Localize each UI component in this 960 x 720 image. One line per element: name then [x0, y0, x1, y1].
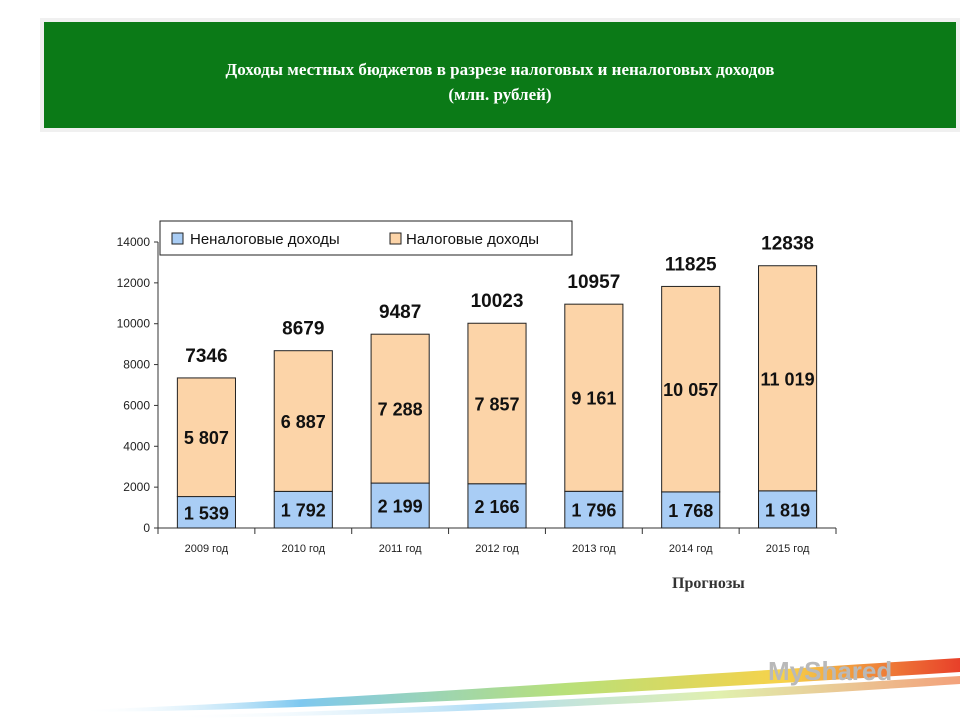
bar-segment-label: 1 796 [571, 501, 616, 521]
legend-swatch [171, 232, 184, 245]
bar-segment-label: 2 166 [474, 497, 519, 517]
title-banner-fill: Доходы местных бюджетов в разрезе налого… [44, 22, 956, 128]
bar-segment-nontax [273, 490, 333, 529]
bar-segment-tax [370, 333, 430, 484]
myshared-logo: MyShared [768, 656, 892, 687]
x-tick-label: 2011 год [379, 543, 422, 555]
bar-segment-label: 9 161 [571, 389, 616, 409]
y-tick-label: 0 [143, 521, 150, 535]
title-banner: Доходы местных бюджетов в разрезе налого… [40, 18, 960, 132]
bar-segment-tax [758, 265, 818, 492]
bar-segment-label: 5 807 [184, 428, 229, 448]
decorative-swoosh [80, 658, 960, 718]
bar-segment-label: 7 288 [378, 400, 423, 420]
bar-total-label: 11825 [665, 254, 717, 275]
logo-text: MyShared [768, 656, 893, 686]
bar-segment-label: 1 768 [668, 501, 713, 521]
y-tick-label: 2000 [123, 480, 150, 494]
y-tick-label: 8000 [123, 358, 150, 372]
forecast-note: Прогнозы [672, 575, 745, 592]
bar-total-label: 10957 [567, 272, 620, 293]
y-tick-label: 14000 [117, 235, 151, 249]
chart-subtitle: (млн. рублей) [448, 85, 552, 104]
legend-swatch [389, 232, 402, 245]
x-tick-label: 2010 год [281, 543, 325, 555]
legend-box [159, 220, 573, 256]
bar-segment-nontax [370, 482, 430, 529]
bar-segment-tax [176, 377, 236, 498]
bar-total-label: 9487 [379, 302, 421, 323]
bar-segment-label: 11 019 [761, 369, 815, 389]
bar-segment-nontax [564, 490, 624, 529]
legend-label: Налоговые доходы [406, 231, 539, 248]
chart-title: Доходы местных бюджетов в разрезе налого… [225, 60, 775, 79]
bar-segment-label: 7 857 [474, 394, 519, 414]
bar-segment-label: 10 057 [663, 380, 718, 400]
bar-segment-label: 1 819 [765, 500, 810, 520]
bar-segment-tax [661, 285, 721, 493]
x-tick-label: 2013 год [572, 543, 616, 555]
y-tick-label: 6000 [123, 398, 150, 412]
y-tick-label: 4000 [123, 439, 150, 453]
bar-segment-label: 1 539 [184, 503, 229, 523]
bar-segment-nontax [758, 490, 818, 529]
bar-segment-tax [273, 350, 333, 492]
stacked-bar-chart: 0 2000 4000 6000 8000 10000 12000 14000 2009 год… [117, 220, 837, 555]
x-tick-label: 2012 год [475, 543, 519, 555]
bar-total-label: 12838 [761, 234, 814, 255]
y-tick-label: 12000 [117, 276, 151, 290]
bar-segment-label: 1 792 [281, 501, 326, 521]
bar-total-label: 10023 [471, 291, 524, 312]
x-tick-label: 2015 год [766, 543, 810, 555]
bar-segment-tax [467, 322, 527, 485]
y-tick-label: 10000 [117, 317, 151, 331]
bar-segment-nontax [176, 496, 236, 529]
bar-segment-nontax [467, 483, 527, 529]
bar-segment-tax [564, 303, 624, 492]
x-tick-label: 2009 год [185, 543, 229, 555]
bar-segment-label: 2 199 [378, 497, 423, 517]
bar-segment-label: 6 887 [281, 412, 326, 432]
legend-label: Неналоговые доходы [190, 231, 340, 248]
x-tick-label: 2014 год [669, 543, 713, 555]
bar-total-label: 7346 [185, 346, 227, 367]
bar-total-label: 8679 [282, 319, 324, 340]
